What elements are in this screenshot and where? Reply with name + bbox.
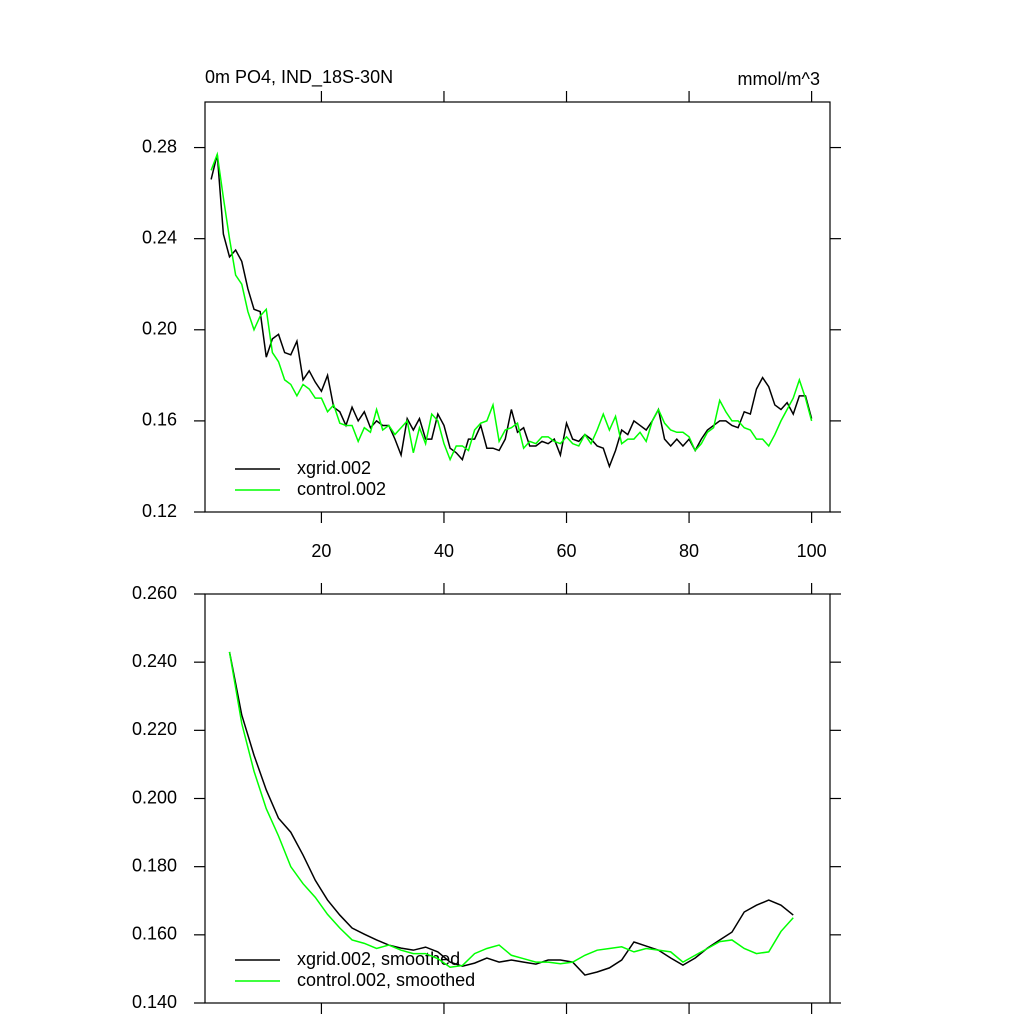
y-tick-label: 0.180 (132, 855, 177, 875)
series-line (228, 651, 794, 976)
legend-label: control.002 (297, 479, 386, 499)
y-tick-label: 0.24 (142, 227, 177, 247)
plot-frame (204, 593, 831, 1004)
legend-label: xgrid.002, smoothed (297, 949, 460, 969)
y-tick-label: 0.220 (132, 719, 177, 739)
y-tick-label: 0.260 (132, 583, 177, 603)
x-tick-label: 60 (557, 541, 577, 561)
y-tick-label: 0.200 (132, 787, 177, 807)
plot-frame (204, 101, 831, 513)
legend-label: xgrid.002 (297, 458, 371, 478)
x-tick-label: 40 (434, 541, 454, 561)
y-tick-label: 0.16 (142, 410, 177, 430)
y-tick-label: 0.28 (142, 136, 177, 156)
series-line (228, 651, 794, 968)
chart-title: 0m PO4, IND_18S-30N (205, 67, 393, 88)
y-tick-label: 0.20 (142, 319, 177, 339)
y-tick-label: 0.240 (132, 651, 177, 671)
series-line (210, 154, 813, 469)
series-line (210, 151, 813, 462)
y-tick-label: 0.160 (132, 924, 177, 944)
units-label: mmol/m^3 (738, 69, 820, 89)
x-tick-label: 80 (679, 541, 699, 561)
y-tick-label: 0.140 (132, 992, 177, 1012)
x-tick-label: 100 (797, 541, 827, 561)
y-tick-label: 0.12 (142, 501, 177, 521)
legend-label: control.002, smoothed (297, 970, 475, 990)
x-tick-label: 20 (311, 541, 331, 561)
